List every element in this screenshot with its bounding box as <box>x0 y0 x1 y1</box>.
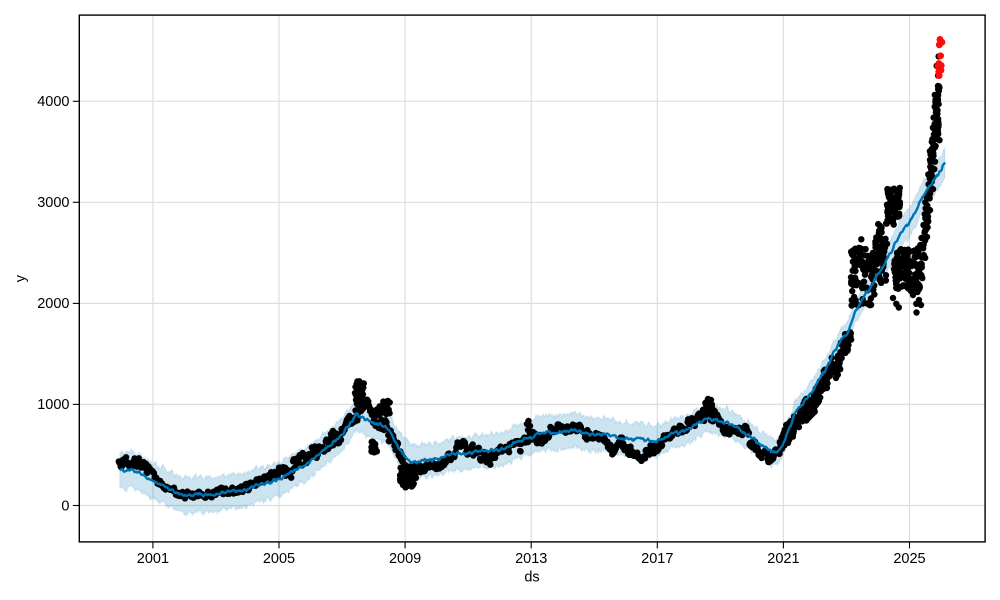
svg-text:1000: 1000 <box>37 397 69 413</box>
svg-text:2005: 2005 <box>263 551 295 567</box>
svg-text:4000: 4000 <box>37 94 69 110</box>
svg-text:2025: 2025 <box>893 551 925 567</box>
svg-text:3000: 3000 <box>37 195 69 211</box>
svg-text:2000: 2000 <box>37 296 69 312</box>
svg-text:2009: 2009 <box>389 551 421 567</box>
svg-text:y: y <box>13 274 29 282</box>
svg-text:0: 0 <box>61 498 69 514</box>
svg-text:2021: 2021 <box>767 551 799 567</box>
svg-text:2013: 2013 <box>515 551 547 567</box>
svg-text:ds: ds <box>524 570 539 586</box>
svg-text:2001: 2001 <box>137 551 169 567</box>
svg-text:2017: 2017 <box>641 551 673 567</box>
